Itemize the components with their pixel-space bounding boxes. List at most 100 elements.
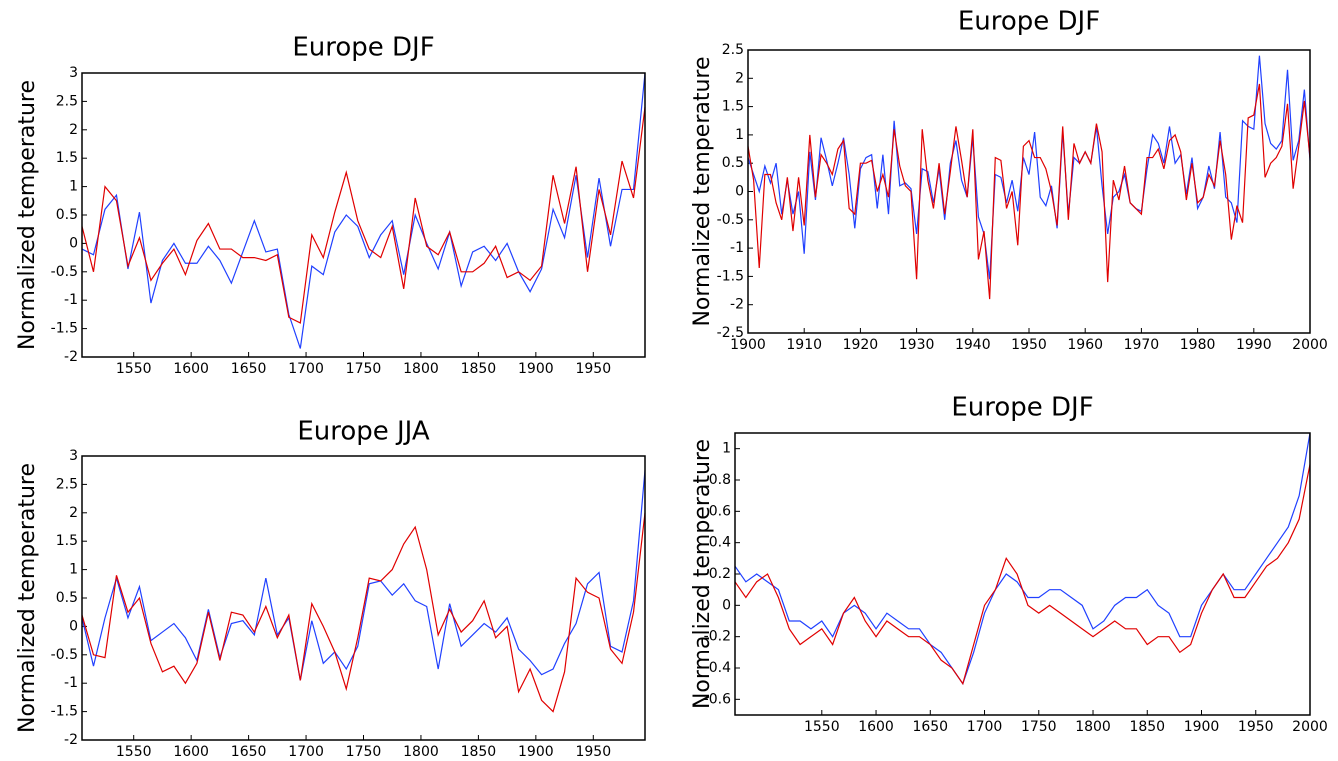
y-axis-label: Normalized temperature xyxy=(15,463,40,733)
y-tick-label: 1.5 xyxy=(56,150,78,166)
y-tick-label: 0.2 xyxy=(709,566,731,582)
x-tick-label: 1750 xyxy=(1021,719,1057,735)
y-tick-label: 2.5 xyxy=(56,476,78,492)
y-tick-label: 0 xyxy=(735,184,744,200)
x-tick-label: 1950 xyxy=(1011,337,1047,353)
data-line xyxy=(81,470,646,681)
chart-title: Europe DJF xyxy=(951,393,1093,423)
chart-title: Europe DJF xyxy=(958,7,1100,37)
x-tick-label: 1950 xyxy=(1238,719,1274,735)
x-tick-label: 1550 xyxy=(804,719,840,735)
x-tick-label: 1800 xyxy=(1075,719,1111,735)
y-tick-label: -2 xyxy=(64,349,78,365)
y-tick-label: 2 xyxy=(69,122,78,138)
x-tick-label: 2000 xyxy=(1292,719,1328,735)
x-tick-label: 1650 xyxy=(231,361,267,377)
y-tick-label: 2 xyxy=(69,505,78,521)
y-tick-label: 3 xyxy=(69,65,78,81)
y-tick-label: -1 xyxy=(730,240,744,256)
data-line xyxy=(747,83,1311,300)
data-line xyxy=(81,107,646,324)
y-tick-label: 0.4 xyxy=(709,535,731,551)
y-tick-label: -1.5 xyxy=(717,268,744,284)
y-tick-label: 2 xyxy=(735,70,744,86)
x-tick-label: 1700 xyxy=(967,719,1003,735)
y-tick-label: -1 xyxy=(64,675,78,691)
x-tick-label: 2000 xyxy=(1292,337,1328,353)
x-tick-label: 1600 xyxy=(858,719,894,735)
y-tick-label: 3 xyxy=(69,448,78,464)
x-tick-label: 1800 xyxy=(403,744,439,760)
y-tick-label: 0.5 xyxy=(56,590,78,606)
x-tick-label: 1990 xyxy=(1236,337,1272,353)
y-axis-label: Normalized temperature xyxy=(15,80,40,350)
y-tick-label: -0.5 xyxy=(51,647,78,663)
x-tick-label: 1700 xyxy=(288,744,324,760)
x-tick-label: 1900 xyxy=(1184,719,1220,735)
y-tick-label: -1.5 xyxy=(51,321,78,337)
y-tick-label: 1.5 xyxy=(722,99,744,115)
x-tick-label: 1900 xyxy=(518,361,554,377)
x-tick-label: 1920 xyxy=(843,337,879,353)
x-tick-label: 1950 xyxy=(575,361,611,377)
x-tick-label: 1650 xyxy=(231,744,267,760)
x-tick-label: 1800 xyxy=(403,361,439,377)
y-tick-label: -2.5 xyxy=(717,325,744,341)
y-tick-label: -2 xyxy=(64,732,78,748)
y-tick-label: 1 xyxy=(69,179,78,195)
x-tick-label: 1550 xyxy=(116,361,152,377)
y-tick-label: 1.5 xyxy=(56,533,78,549)
plot-frame xyxy=(81,455,646,741)
y-tick-label: 0.8 xyxy=(709,472,731,488)
y-axis-label: Normalized temperature xyxy=(690,439,715,709)
y-tick-label: 2.5 xyxy=(56,93,78,109)
data-line xyxy=(747,55,1311,280)
y-tick-label: 1 xyxy=(69,562,78,578)
x-tick-label: 1600 xyxy=(173,361,209,377)
plot-frame xyxy=(81,72,646,358)
x-tick-label: 1960 xyxy=(1067,337,1103,353)
x-tick-label: 1900 xyxy=(518,744,554,760)
plot-frame xyxy=(747,49,1311,334)
y-tick-label: -0.4 xyxy=(704,660,731,676)
x-tick-label: 1600 xyxy=(173,744,209,760)
y-tick-label: -0.5 xyxy=(717,212,744,228)
x-tick-label: 1900 xyxy=(730,337,766,353)
x-tick-label: 1970 xyxy=(1124,337,1160,353)
y-tick-label: 0 xyxy=(722,597,731,613)
x-tick-label: 1700 xyxy=(288,361,324,377)
x-tick-label: 1850 xyxy=(1129,719,1165,735)
y-tick-label: -1 xyxy=(64,292,78,308)
x-tick-label: 1850 xyxy=(461,361,497,377)
data-line xyxy=(734,464,1311,686)
y-tick-label: -0.5 xyxy=(51,264,78,280)
data-line xyxy=(81,72,646,349)
plot-frame xyxy=(734,432,1311,716)
y-tick-label: 1 xyxy=(722,441,731,457)
x-tick-label: 1650 xyxy=(912,719,948,735)
x-tick-label: 1980 xyxy=(1180,337,1216,353)
y-tick-label: -0.2 xyxy=(704,629,731,645)
y-tick-label: 0 xyxy=(69,618,78,634)
x-tick-label: 1950 xyxy=(575,744,611,760)
y-tick-label: 2.5 xyxy=(722,42,744,58)
y-tick-label: 0 xyxy=(69,235,78,251)
chart-title: Europe DJF xyxy=(292,33,434,63)
y-axis-label: Normalized temperature xyxy=(690,56,715,326)
data-line xyxy=(81,512,646,713)
chart-title: Europe JJA xyxy=(297,417,430,447)
y-tick-label: 1 xyxy=(735,127,744,143)
x-tick-label: 1750 xyxy=(346,744,382,760)
x-tick-label: 1550 xyxy=(116,744,152,760)
data-line xyxy=(734,432,1311,685)
x-tick-label: 1940 xyxy=(955,337,991,353)
y-tick-label: -1.5 xyxy=(51,704,78,720)
x-tick-label: 1850 xyxy=(461,744,497,760)
y-tick-label: 0.5 xyxy=(722,155,744,171)
y-tick-label: 0.6 xyxy=(709,503,731,519)
y-tick-label: -0.6 xyxy=(704,691,731,707)
x-tick-label: 1910 xyxy=(786,337,822,353)
y-tick-label: 0.5 xyxy=(56,207,78,223)
x-tick-label: 1750 xyxy=(346,361,382,377)
